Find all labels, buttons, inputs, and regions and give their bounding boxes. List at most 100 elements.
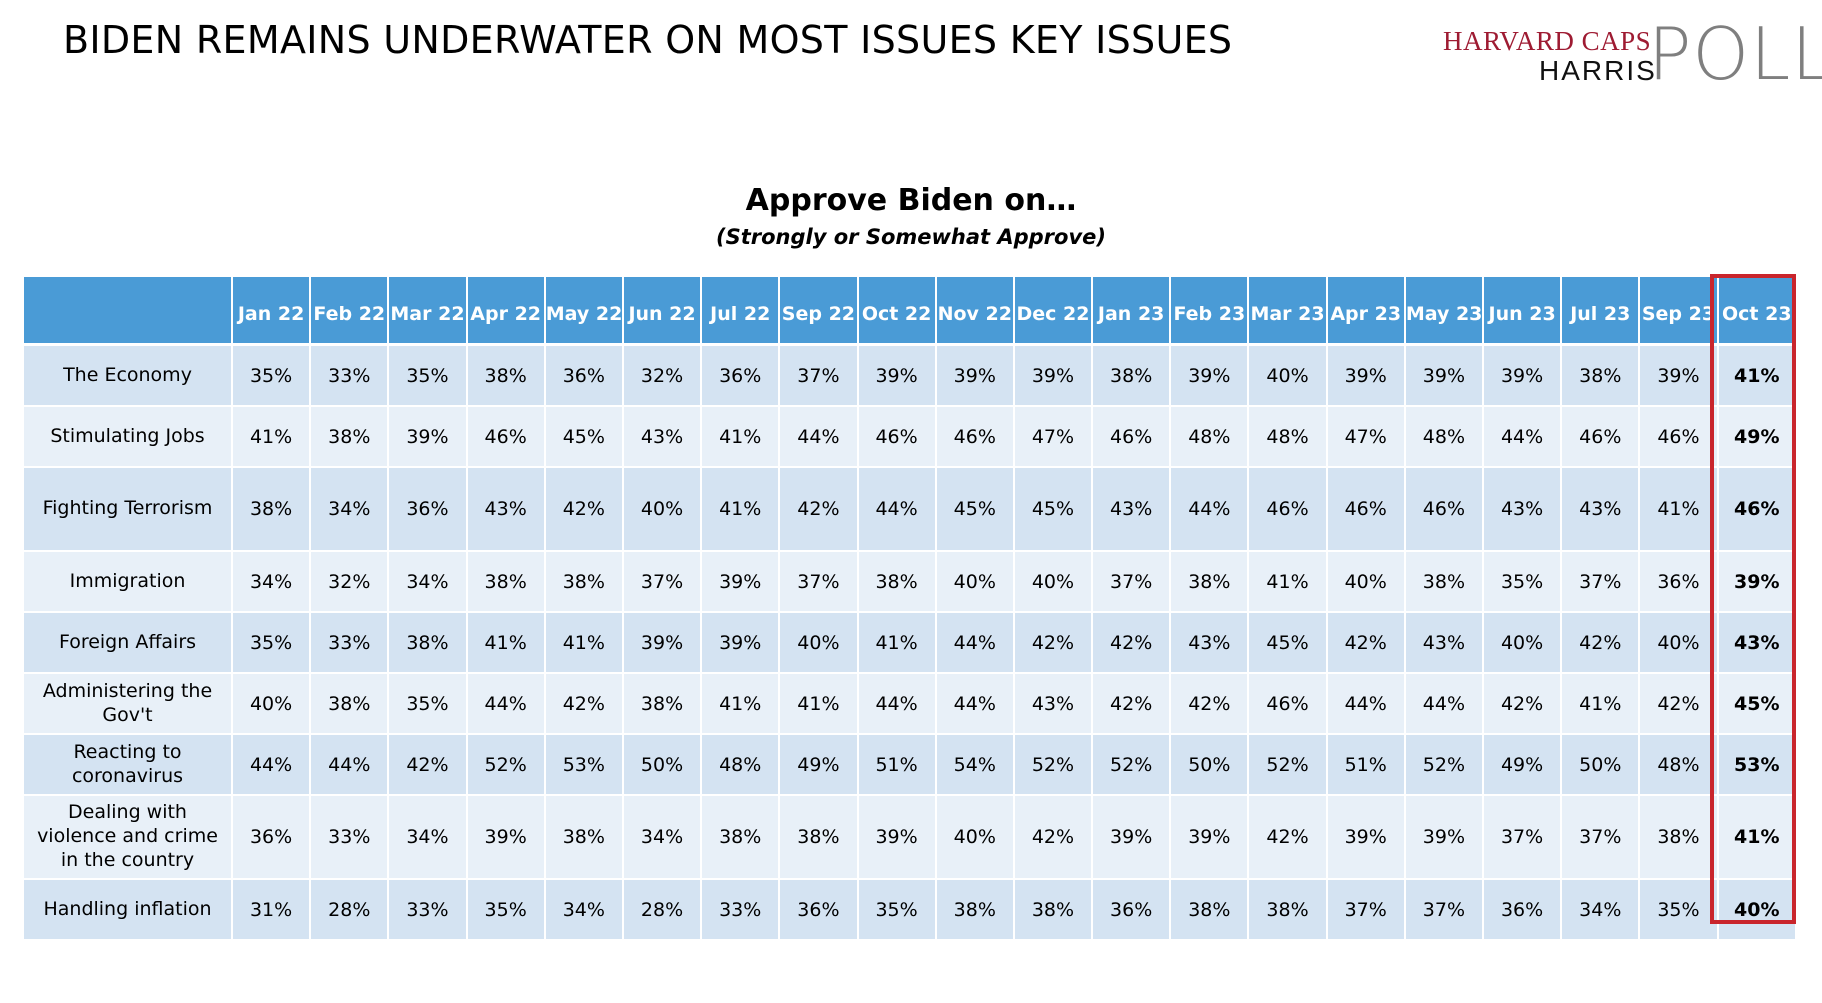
column-header: Sep 23 xyxy=(1640,277,1719,346)
approval-value-cell: 40% xyxy=(1718,880,1797,941)
approval-value-cell: 42% xyxy=(1093,674,1172,735)
approval-value-cell: 39% xyxy=(1640,346,1719,407)
approval-value-cell: 49% xyxy=(780,735,859,796)
approval-value-cell: 41% xyxy=(858,613,937,674)
approval-value-cell: 42% xyxy=(1562,613,1641,674)
approval-value-cell: 50% xyxy=(623,735,703,796)
approval-value-cell: 47% xyxy=(1327,407,1406,468)
issue-label: Reacting to coronavirus xyxy=(24,735,233,796)
approval-value-cell: 43% xyxy=(1093,468,1172,552)
approval-value-cell: 43% xyxy=(1718,613,1797,674)
approval-value-cell: 37% xyxy=(623,552,703,613)
approval-value-cell: 44% xyxy=(233,735,312,796)
issue-label: Handling inflation xyxy=(24,880,233,941)
approval-value-cell: 34% xyxy=(389,796,468,880)
approval-value-cell: 39% xyxy=(1718,552,1797,613)
approval-value-cell: 42% xyxy=(780,468,859,552)
approval-value-cell: 28% xyxy=(623,880,703,941)
issue-label: Immigration xyxy=(24,552,233,613)
table-body: The Economy 35% 33% 35% 38% 36% 32% 36% 37% 39% 39… xyxy=(24,346,1797,941)
approval-value-cell: 39% xyxy=(936,346,1015,407)
approval-value-cell: 39% xyxy=(702,552,781,613)
approval-value-cell: 33% xyxy=(311,346,390,407)
approval-value-cell: 38% xyxy=(702,796,781,880)
approval-value-cell: 39% xyxy=(1093,796,1172,880)
approval-value-cell: 34% xyxy=(1562,880,1641,941)
approval-value-cell: 33% xyxy=(702,880,781,941)
approval-value-cell: 39% xyxy=(1405,796,1484,880)
table-row: Foreign Affairs 35% 33% 38% 41% 41% 39% 39% 40% 4… xyxy=(24,613,1797,674)
approval-value-cell: 35% xyxy=(389,674,468,735)
issue-label: The Economy xyxy=(24,346,233,407)
approval-value-cell: 46% xyxy=(467,407,546,468)
approval-value-cell: 37% xyxy=(1562,552,1641,613)
approval-value-cell: 54% xyxy=(936,735,1015,796)
table-subtitle: (Strongly or Somewhat Approve) xyxy=(716,225,1106,249)
approval-value-cell: 33% xyxy=(311,796,390,880)
approval-value-cell: 35% xyxy=(233,613,312,674)
approval-value-cell: 43% xyxy=(1562,468,1641,552)
approval-value-cell: 43% xyxy=(1171,613,1250,674)
approval-value-cell: 36% xyxy=(780,880,859,941)
table-row: Reacting to coronavirus 44% 44% 42% 52% 53% 50… xyxy=(24,735,1797,796)
approval-value-cell: 46% xyxy=(1093,407,1172,468)
table-row: Immigration 34% 32% 34% 38% 38% 37% 39% 37% 38% 40… xyxy=(24,552,1797,613)
approval-value-cell: 34% xyxy=(233,552,312,613)
approval-value-cell: 37% xyxy=(780,552,859,613)
approval-value-cell: 46% xyxy=(1249,674,1328,735)
column-header: Jul 23 xyxy=(1562,277,1641,346)
approval-value-cell: 38% xyxy=(233,468,312,552)
approval-value-cell: 40% xyxy=(1249,346,1328,407)
approval-value-cell: 44% xyxy=(936,674,1015,735)
table-row: Dealing with violence and crime in the c… xyxy=(24,796,1797,880)
column-header: Feb 23 xyxy=(1171,277,1250,346)
approval-value-cell: 41% xyxy=(780,674,859,735)
column-header: Oct 23 xyxy=(1718,277,1797,346)
approval-value-cell: 31% xyxy=(233,880,312,941)
approval-value-cell: 44% xyxy=(858,674,937,735)
issue-label: Fighting Terrorism xyxy=(24,468,233,552)
approval-value-cell: 41% xyxy=(1718,796,1797,880)
approval-value-cell: 38% xyxy=(1562,346,1641,407)
approval-value-cell: 43% xyxy=(623,407,703,468)
approval-value-cell: 38% xyxy=(1171,880,1250,941)
approval-value-cell: 32% xyxy=(623,346,703,407)
approval-value-cell: 53% xyxy=(545,735,624,796)
approval-value-cell: 35% xyxy=(1640,880,1719,941)
approval-value-cell: 36% xyxy=(233,796,312,880)
column-header: Apr 23 xyxy=(1327,277,1406,346)
approval-value-cell: 37% xyxy=(1093,552,1172,613)
column-header: Jan 23 xyxy=(1093,277,1172,346)
approval-value-cell: 34% xyxy=(311,468,390,552)
approval-value-cell: 36% xyxy=(1640,552,1719,613)
column-header: Sep 22 xyxy=(780,277,859,346)
approval-value-cell: 43% xyxy=(1405,613,1484,674)
approval-value-cell: 38% xyxy=(780,796,859,880)
approval-value-cell: 40% xyxy=(1327,552,1406,613)
harvard-caps-harris-poll-logo: HARVARD CAPS HARRIS POLL xyxy=(1440,18,1822,90)
approval-value-cell: 28% xyxy=(311,880,390,941)
approval-value-cell: 52% xyxy=(1014,735,1094,796)
approval-value-cell: 46% xyxy=(1249,468,1328,552)
approval-value-cell: 44% xyxy=(1171,468,1250,552)
approval-value-cell: 36% xyxy=(1093,880,1172,941)
approval-value-cell: 38% xyxy=(467,346,546,407)
approval-value-cell: 45% xyxy=(1718,674,1797,735)
issue-label: Stimulating Jobs xyxy=(24,407,233,468)
approval-value-cell: 44% xyxy=(1484,407,1563,468)
approval-value-cell: 38% xyxy=(1093,346,1172,407)
column-header: May 22 xyxy=(545,277,624,346)
approval-value-cell: 53% xyxy=(1718,735,1797,796)
approval-value-cell: 45% xyxy=(936,468,1015,552)
approval-value-cell: 40% xyxy=(233,674,312,735)
approval-value-cell: 43% xyxy=(467,468,546,552)
logo-poll-text: POLL xyxy=(1648,12,1822,96)
approval-value-cell: 46% xyxy=(1640,407,1719,468)
approval-value-cell: 42% xyxy=(545,674,624,735)
approval-value-cell: 40% xyxy=(623,468,703,552)
approval-value-cell: 41% xyxy=(1718,346,1797,407)
approval-value-cell: 39% xyxy=(1171,796,1250,880)
approval-value-cell: 37% xyxy=(1327,880,1406,941)
approval-value-cell: 39% xyxy=(1171,346,1250,407)
table-row: Fighting Terrorism 38% 34% 36% 43% 42% 40% 41% 4… xyxy=(24,468,1797,552)
